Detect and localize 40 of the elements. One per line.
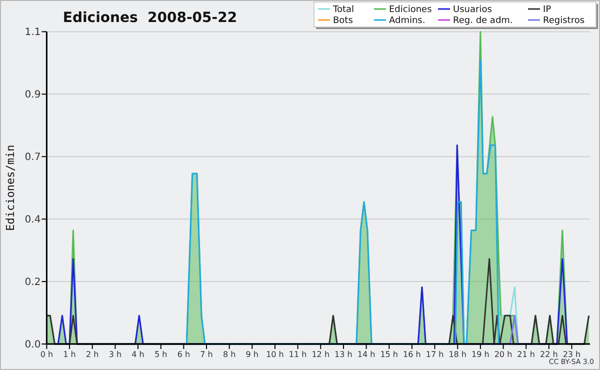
legend-label: Admins. [389, 16, 426, 26]
x-tick-label: 2 h [86, 350, 99, 359]
legend-label: IP [543, 5, 552, 16]
x-tick-label: 12 h [312, 350, 330, 359]
legend-label: Registros [543, 16, 585, 26]
x-tick-label: 19 h [472, 350, 490, 359]
legend-label: Ediciones [389, 5, 432, 16]
x-tick-label: 20 h [494, 350, 512, 359]
y-tick-label: 0.0 [24, 340, 41, 350]
x-tick-label: 8 h [222, 350, 236, 359]
y-axis-title: Ediciones/min [4, 144, 17, 231]
x-tick-label: 9 h [246, 350, 258, 359]
x-tick-label: 16 h [403, 350, 421, 359]
x-tick-label: 23 h [562, 350, 581, 359]
x-tick-label: 13 h [334, 350, 352, 359]
x-tick-label: 21 h [517, 350, 535, 359]
legend-label: Total [332, 5, 354, 16]
y-tick-label: 0.4 [24, 214, 41, 226]
x-tick-label: 18 h [448, 350, 466, 359]
x-tick-label: 11 h [288, 350, 307, 359]
x-tick-label: 7 h [200, 350, 213, 359]
y-tick-label: 0.9 [24, 90, 41, 101]
x-tick-label: 17 h [426, 350, 444, 359]
y-tick-label: 0.2 [24, 277, 41, 288]
x-tick-label: 6 h [177, 350, 190, 359]
x-tick-label: 0 h [40, 350, 54, 359]
x-tick-label: 4 h [132, 350, 144, 359]
y-tick-label: 0.7 [24, 152, 41, 164]
chart-title: Ediciones 2008-05-22 [62, 10, 238, 26]
x-tick-label: 5 h [154, 350, 168, 359]
x-tick-label: 1 h [63, 350, 76, 359]
x-tick-label: 14 h [357, 350, 376, 359]
legend-label: Bots [333, 16, 354, 26]
x-tick-label: 10 h [266, 350, 284, 359]
legend-label: Usuarios [453, 5, 492, 16]
y-tick-label: 1.1 [24, 27, 41, 38]
x-tick-label: 15 h [380, 350, 398, 359]
x-tick-label: 22 h [540, 350, 558, 359]
legend-label: Reg. de adm. [453, 16, 513, 26]
x-tick-label: 3 h [108, 350, 122, 359]
